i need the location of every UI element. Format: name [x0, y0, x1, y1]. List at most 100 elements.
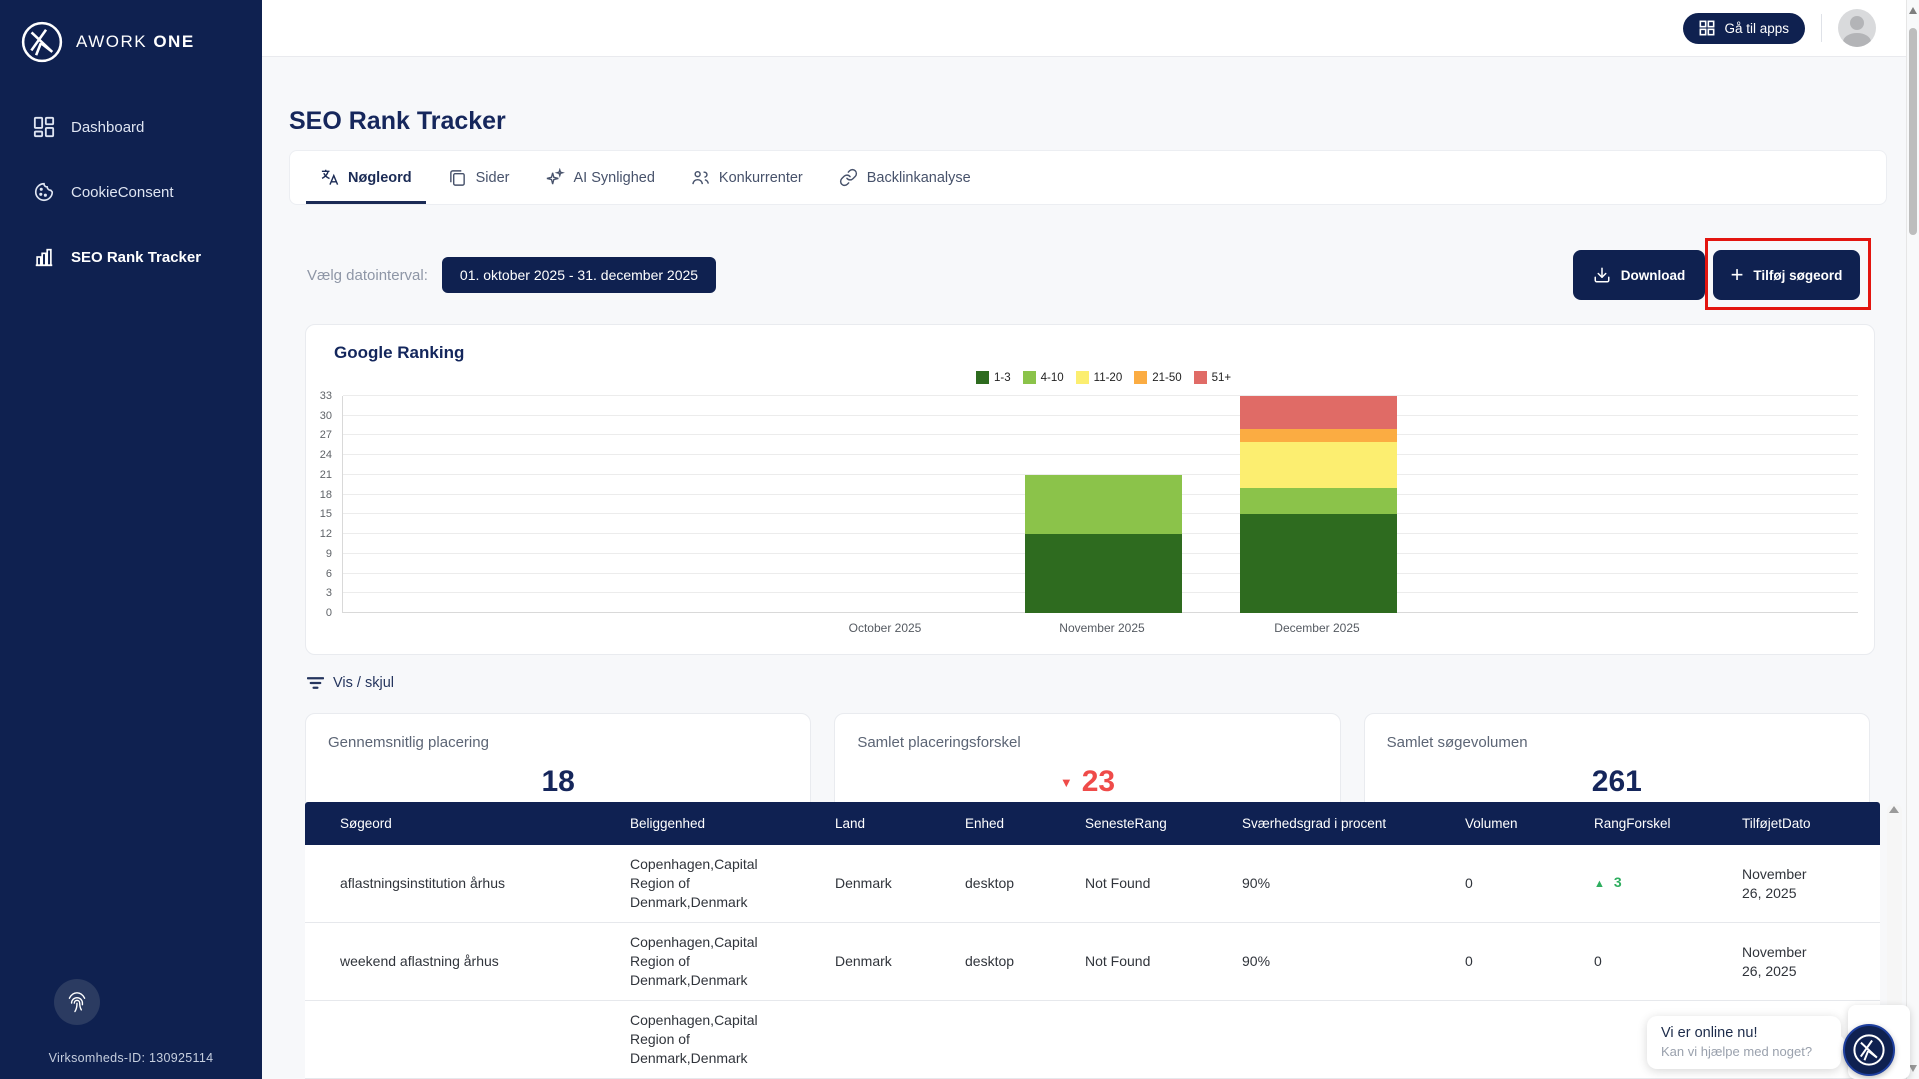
scrollbar-up-button[interactable] — [1909, 7, 1917, 14]
tab-label: Konkurrenter — [718, 169, 803, 186]
tab-label: AI Synlighed — [573, 169, 655, 186]
go-to-apps-label: Gå til apps — [1724, 20, 1789, 36]
stat-label: Samlet placeringsforskel — [857, 734, 1021, 751]
tab-sider[interactable]: Sider — [430, 151, 528, 204]
cell-volume: 0 — [1465, 953, 1473, 969]
chart-y-tick-label: 21 — [319, 468, 332, 481]
cell-device: desktop — [965, 953, 1015, 969]
date-filter-label: Vælg datointerval: — [307, 266, 428, 284]
legend-label: 1-3 — [994, 371, 1011, 384]
chart-plot — [342, 395, 1858, 613]
cell-added-date: November 26, 2025 — [1742, 865, 1807, 901]
sidebar-item-cookieconsent[interactable]: CookieConsent — [0, 177, 262, 207]
table-header-row: Søgeord Beliggenhed Land Enhed SenesteRa… — [305, 802, 1880, 845]
stat-value: ▼ 23 — [857, 751, 1317, 813]
chat-brand-logo-icon — [1853, 1034, 1885, 1066]
table-scrollbar-up-icon[interactable] — [1889, 806, 1899, 813]
brand-logo: AWORK ONE — [0, 0, 262, 64]
chart-legend: 1-3 4-10 11-20 21-50 51+ — [976, 371, 1231, 384]
header-added-date: TilføjetDato — [1742, 816, 1811, 831]
legend-item-1-3[interactable]: 1-3 — [976, 371, 1011, 384]
chat-title: Vi er online nu! — [1661, 1025, 1758, 1041]
header-country: Land — [835, 816, 866, 831]
go-to-apps-button[interactable]: Gå til apps — [1683, 12, 1805, 44]
sidebar-footer: Virksomheds-ID: 130925114 — [0, 979, 262, 1079]
legend-item-4-10[interactable]: 4-10 — [1022, 371, 1064, 384]
scrollbar-thumb[interactable] — [1909, 28, 1917, 235]
sidebar-item-label: Dashboard — [71, 118, 145, 136]
cell-location: Copenhagen,Capital Region of Denmark,Den… — [630, 1012, 758, 1066]
chart-y-tick-label: 9 — [325, 547, 332, 560]
tab-label: Backlinkanalyse — [866, 169, 971, 186]
people-icon — [692, 170, 709, 185]
header-rank-diff: RangForskel — [1594, 816, 1671, 831]
scrollbar-down-button[interactable] — [1909, 1065, 1917, 1072]
sidebar-item-seo-rank-tracker[interactable]: SEO Rank Tracker — [0, 242, 262, 272]
header-latest-rank: SenesteRang — [1085, 816, 1167, 831]
bar-segment-1-3[interactable] — [1024, 534, 1182, 613]
chat-bubble[interactable]: Vi er online nu! Kan vi hjælpe med noget… — [1647, 1016, 1841, 1069]
sidebar-item-dashboard[interactable]: Dashboard — [0, 112, 262, 142]
table-row[interactable]: aflastningsinstitution århus Copenhagen,C… — [305, 845, 1880, 923]
legend-swatch — [1075, 371, 1089, 384]
bar-segment-1-3[interactable] — [1239, 514, 1397, 613]
legend-item-11-20[interactable]: 11-20 — [1075, 371, 1123, 384]
avatar-head — [1850, 16, 1864, 30]
sidebar-item-label: CookieConsent — [71, 183, 174, 201]
chat-avatar-button[interactable] — [1843, 1024, 1895, 1076]
legend-swatch — [1193, 371, 1207, 384]
fingerprint-icon — [68, 992, 86, 1013]
bar-segment-51+[interactable] — [1239, 396, 1397, 429]
cell-keyword: aflastningsinstitution århus — [340, 875, 505, 891]
avatar-body — [1843, 33, 1871, 47]
cell-country: Denmark — [835, 875, 892, 891]
header-volume: Volumen — [1465, 816, 1518, 831]
cell-country: Denmark — [835, 953, 892, 969]
legend-item-51+[interactable]: 51+ — [1193, 371, 1231, 384]
stat-value: 18 — [328, 751, 788, 813]
brand-name: AWORK ONE — [76, 32, 195, 51]
bar-segment-11-20[interactable] — [1239, 442, 1397, 489]
bar-segment-21-50[interactable] — [1239, 428, 1397, 443]
cookie-icon — [34, 182, 54, 202]
bar-segment-4-10[interactable] — [1239, 488, 1397, 515]
topbar: Gå til apps — [262, 0, 1906, 57]
show-hide-toggle[interactable]: Vis / skjul — [307, 675, 394, 691]
chart-y-tick-label: 30 — [319, 409, 332, 422]
user-avatar[interactable] — [1838, 9, 1876, 47]
topbar-divider — [1821, 14, 1822, 42]
tab-backlinkanalyse[interactable]: Backlinkanalyse — [821, 151, 989, 204]
page-scrollbar[interactable] — [1906, 0, 1919, 1079]
show-hide-label: Vis / skjul — [333, 675, 394, 691]
table-row[interactable]: weekend aflastning århus Copenhagen,Capit… — [305, 923, 1880, 1001]
chart-y-tick-label: 24 — [319, 449, 332, 462]
download-button[interactable]: Download — [1573, 250, 1705, 300]
cell-added-date: November 26, 2025 — [1742, 943, 1807, 979]
legend-item-21-50[interactable]: 21-50 — [1134, 371, 1182, 384]
pages-icon — [449, 170, 465, 186]
cell-volume: 0 — [1465, 875, 1473, 891]
main-content: SEO Rank Tracker Nøgleord Sider AI Synli… — [262, 57, 1906, 1079]
legend-label: 11-20 — [1093, 371, 1123, 384]
fingerprint-button[interactable] — [54, 979, 100, 1025]
header-difficulty: Sværhedsgrad i procent — [1242, 816, 1387, 831]
date-range-button[interactable]: 01. oktober 2025 - 31. december 2025 — [441, 257, 717, 293]
rank-up-icon: ▲ — [1594, 878, 1605, 890]
add-keyword-button[interactable]: + Tilføj søgeord — [1713, 250, 1860, 300]
date-filter-row: Vælg datointerval: 01. oktober 2025 - 31… — [307, 250, 717, 300]
page-title: SEO Rank Tracker — [289, 107, 506, 135]
cell-latest-rank: Not Found — [1085, 953, 1151, 969]
chart-x-labels: October 2025 November 2025 December 2025 — [342, 621, 1858, 641]
cell-location: Copenhagen,Capital Region of Denmark,Den… — [630, 856, 758, 910]
tab-konkurrenter[interactable]: Konkurrenter — [673, 151, 821, 204]
google-ranking-chart-card: Google Ranking 1-3 4-10 11-20 21-50 51+ 0 3 6 9… — [305, 324, 1875, 655]
stat-number: 18 — [541, 765, 575, 798]
tab-nogleord[interactable]: Nøgleord — [302, 151, 430, 204]
table-row[interactable]: Copenhagen,Capital Region of Denmark,Den… — [305, 1001, 1880, 1079]
cell-location: Copenhagen,Capital Region of Denmark,Den… — [630, 934, 758, 988]
bar-segment-4-10[interactable] — [1024, 474, 1182, 535]
tab-label: Nøgleord — [348, 169, 412, 186]
tab-ai-synlighed[interactable]: AI Synlighed — [528, 151, 673, 204]
header-keyword: Søgeord — [340, 816, 392, 831]
sidebar-nav: Dashboard CookieConsent SEO Rank Tracker — [0, 112, 262, 272]
